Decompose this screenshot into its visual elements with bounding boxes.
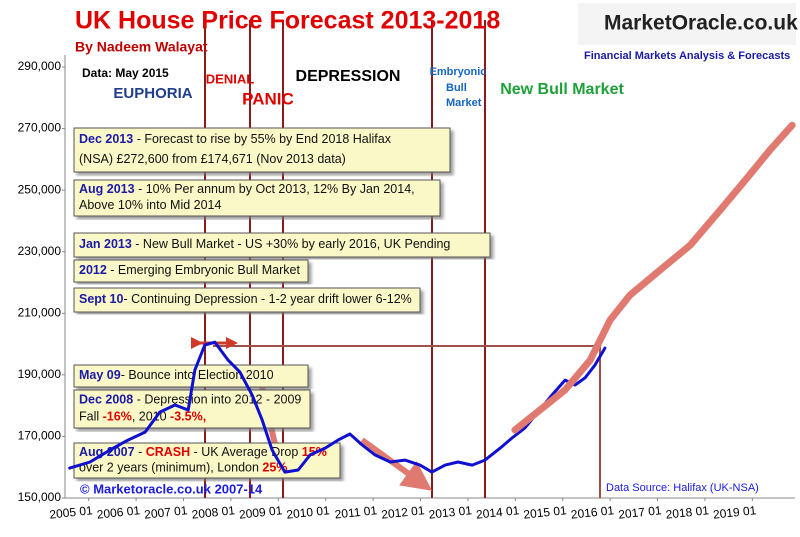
y-tick-label: 210,000	[18, 305, 62, 319]
x-tick-label: 2015 01	[523, 503, 568, 521]
phase-label: Bull	[446, 82, 467, 94]
data-date: Data: May 2015	[82, 66, 169, 80]
annotation-part: - Depression into 2012 - 2009	[133, 393, 301, 407]
x-tick-label: 2013 01	[428, 503, 473, 521]
x-tick-label: 2007 01	[144, 503, 189, 521]
y-tick-label: 230,000	[18, 244, 62, 258]
annotation-part: Above 10% into Mid 2014	[79, 198, 222, 212]
y-tick-label: 250,000	[18, 182, 62, 196]
y-tick-label: 270,000	[18, 121, 62, 135]
phase-label: EUPHORIA	[113, 85, 192, 102]
x-tick-label: 2005 01	[49, 503, 94, 521]
annotation-text: over 2 years (minimum), London 25%	[79, 461, 287, 475]
y-tick-label: 170,000	[18, 429, 62, 443]
annotation-box	[73, 127, 451, 173]
annotation-text: May 09- Bounce into Election 2010	[79, 368, 274, 382]
tagline: Financial Markets Analysis & Forecasts	[584, 50, 790, 62]
annotation-text: (NSA) £272,600 from £174,671 (Nov 2013 d…	[79, 152, 346, 166]
annotation-box	[73, 232, 491, 258]
annotation-part: over 2 years (minimum), London	[79, 461, 262, 475]
annotation-box	[73, 287, 421, 313]
annotation-text: Fall -16%, 2010 -3.5%,	[79, 410, 206, 424]
annotation-part: - 10% Per annum by Oct 2013, 12% By Jan …	[135, 182, 415, 196]
phase-label: New Bull Market	[500, 81, 624, 98]
x-tick-label: 2006 01	[96, 503, 141, 521]
subtitle: By Nadeem Walayat	[75, 39, 208, 55]
annotation-text: Dec 2013 - Forecast to rise by 55% by En…	[79, 132, 392, 146]
annotation-text: Dec 2008 - Depression into 2012 - 2009	[79, 393, 301, 407]
x-tick-label: 2011 01	[334, 503, 378, 521]
annotation-part: - Forecast to rise by 55% by End 2018 Ha…	[133, 132, 392, 146]
plot	[68, 121, 796, 474]
x-tick-label: 2010 01	[286, 503, 331, 521]
annotation-part: - Emerging Embryonic Bull Market	[107, 263, 301, 277]
annotation-part: Sept 10	[79, 292, 124, 306]
annotation-text: Jan 2013 - New Bull Market - US +30% by …	[79, 237, 450, 251]
annotation-part: Dec 2008	[79, 393, 133, 407]
x-tick-label: 2014 01	[475, 503, 520, 521]
x-tick-label: 2008 01	[191, 503, 236, 521]
annotation-part: (NSA) £272,600 from £174,671 (Nov 2013 d…	[79, 152, 346, 166]
annotation-part: Fall	[79, 410, 103, 424]
x-tick-label: 2019 01	[712, 503, 757, 521]
annotation-text: Above 10% into Mid 2014	[79, 198, 222, 212]
annotation-part: - Bounce into Election 2010	[121, 368, 274, 382]
x-tick-label: 2016 01	[570, 503, 615, 521]
annotation-box	[73, 179, 441, 217]
annotation-text: Aug 2013 - 10% Per annum by Oct 2013, 12…	[79, 182, 415, 196]
annotation-part: - UK Average Drop	[190, 445, 302, 459]
y-tick-label: 290,000	[18, 59, 62, 73]
logo-box	[578, 3, 796, 45]
annotation-part: -3.5%,	[170, 410, 206, 424]
y-tick-label: 190,000	[18, 367, 62, 381]
annotation-box	[73, 442, 341, 479]
labels: UK House Price Forecast 2013-2018 By Nad…	[18, 3, 798, 522]
annotation-text: Sept 10- Continuing Depression - 1-2 yea…	[79, 292, 412, 306]
phase-label: Market	[446, 97, 482, 109]
x-tick-label: 2017 01	[618, 503, 663, 521]
annotation-part: Aug 2013	[79, 182, 135, 196]
series-line	[68, 340, 607, 474]
x-tick-label: 2012 01	[381, 503, 426, 521]
x-tick-label: 2009 01	[238, 503, 283, 521]
annotation-part: -	[135, 445, 146, 459]
annotation-part: May 09	[79, 368, 121, 382]
x-tick-label: 2018 01	[665, 503, 710, 521]
phase-label: PANIC	[242, 89, 294, 108]
logo: MarketOracle.co.uk	[604, 12, 798, 35]
annotation-part: - New Bull Market - US +30% by early 201…	[132, 237, 451, 251]
source: Data Source: Halifax (UK-NSA)	[606, 482, 759, 494]
annotation-part: Dec 2013	[79, 132, 133, 146]
annotation-part: Jan 2013	[79, 237, 132, 251]
phase-label: DENIAL	[206, 71, 254, 86]
annotation-part: 2012	[79, 263, 107, 277]
annotations: Dec 2013 - Forecast to rise by 55% by En…	[73, 127, 491, 479]
series-line	[511, 121, 796, 434]
phase-label: DEPRESSION	[296, 68, 401, 85]
copyright: © Marketoracle.co.uk 2007-14	[80, 481, 263, 496]
annotation-part: -16%	[103, 410, 132, 424]
y-tick-label: 150,000	[18, 490, 62, 504]
annotation-text: 2012 - Emerging Embryonic Bull Market	[79, 263, 300, 277]
annotation-part: CRASH	[146, 445, 190, 459]
phase-label: Embryonic	[430, 66, 487, 78]
chart-title: UK House Price Forecast 2013-2018	[75, 7, 500, 35]
annotation-part: - Continuing Depression - 1-2 year drift…	[123, 292, 411, 306]
annotation-box	[73, 259, 309, 283]
